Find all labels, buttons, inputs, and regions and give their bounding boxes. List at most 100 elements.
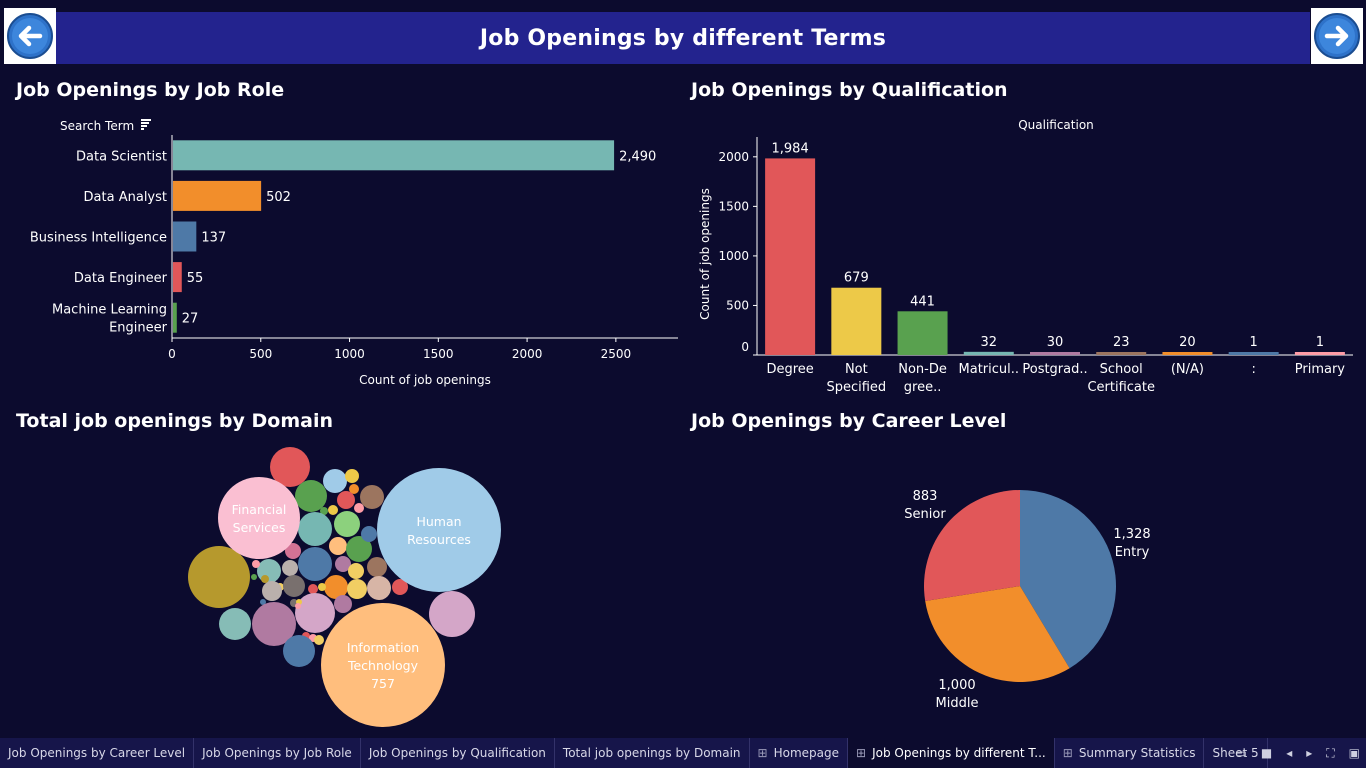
domain-bubble[interactable] <box>188 546 250 608</box>
domain-bubble[interactable] <box>334 511 360 537</box>
domain-bubble[interactable] <box>260 599 266 605</box>
domain-bubble-label: Resources <box>407 532 471 547</box>
domain-bubble[interactable] <box>429 591 475 637</box>
domain-bubble[interactable] <box>318 583 326 591</box>
qualification-bar[interactable] <box>897 311 948 355</box>
domain-bubble[interactable] <box>261 575 269 583</box>
domain-bubble[interactable] <box>308 584 318 594</box>
domain-bubble[interactable] <box>251 574 257 580</box>
domain-bubble[interactable] <box>334 595 352 613</box>
domain-bubble[interactable] <box>321 603 445 727</box>
domain-bubble[interactable] <box>257 559 281 583</box>
domain-bubble[interactable] <box>218 477 300 559</box>
job-role-bar[interactable] <box>173 262 182 293</box>
domain-bubble[interactable] <box>323 469 347 493</box>
job-role-bar[interactable] <box>173 180 262 211</box>
forward-button[interactable] <box>1311 8 1363 64</box>
domain-bubble[interactable] <box>282 560 298 576</box>
qualification-bar[interactable] <box>1294 352 1345 355</box>
domain-bubble[interactable] <box>295 593 335 633</box>
domain-bubble[interactable] <box>347 579 367 599</box>
qualification-bar[interactable] <box>1030 352 1080 355</box>
tab-view-icon[interactable]: ■ <box>1260 746 1273 760</box>
career-pie-slice[interactable] <box>1020 490 1116 669</box>
domain-bubble[interactable] <box>392 579 408 595</box>
domain-bubble[interactable] <box>283 635 315 667</box>
sheet-tab[interactable]: Job Openings by Qualification <box>361 738 555 768</box>
job-role-bar[interactable] <box>173 140 615 171</box>
qualification-title: Job Openings by Qualification <box>691 79 1008 101</box>
domain-bubble[interactable] <box>320 507 328 515</box>
domain-bubble[interactable] <box>252 602 296 646</box>
filmstrip-view-icon[interactable]: ▭ <box>1235 746 1247 760</box>
sheet-tab[interactable]: Job Openings by Job Role <box>194 738 361 768</box>
domain-bubble[interactable] <box>348 563 364 579</box>
domain-bubble[interactable] <box>295 480 327 512</box>
back-button[interactable] <box>4 8 56 64</box>
job-role-title: Job Openings by Job Role <box>16 79 285 101</box>
domain-bubble[interactable] <box>219 608 251 640</box>
domain-bubble[interactable] <box>298 512 332 546</box>
job-role-bar[interactable] <box>173 221 197 252</box>
domain-bubble[interactable] <box>354 503 364 513</box>
domain-bubble-label: 757 <box>371 676 395 691</box>
domain-bubble[interactable] <box>345 469 359 483</box>
sheet-tab[interactable]: ⊞ Homepage <box>750 738 849 768</box>
domain-bubble[interactable] <box>324 575 348 599</box>
qualification-bar[interactable] <box>1228 352 1279 355</box>
qualification-y-tick-label: 500 <box>726 298 749 312</box>
qualification-category-label: Specified <box>826 380 886 395</box>
domain-bubble[interactable] <box>377 468 501 592</box>
qualification-category-label: Certificate <box>1087 380 1155 395</box>
domain-bubble-chart: Human Resources Information Technology 757 Fi… <box>188 447 501 727</box>
sheet-tab[interactable]: ⊞ Job Openings by different T... <box>848 738 1055 768</box>
sheet-tab-label: Job Openings by Career Level <box>8 746 186 760</box>
sheet-tab[interactable]: Job Openings by Career Level <box>0 738 195 768</box>
domain-bubble[interactable] <box>360 485 384 509</box>
domain-bubble[interactable] <box>270 447 310 487</box>
domain-bubble[interactable] <box>367 557 387 577</box>
qualification-bar[interactable] <box>963 351 1014 355</box>
domain-bubble[interactable] <box>298 547 332 581</box>
qualification-bar[interactable] <box>765 158 816 355</box>
qualification-bar[interactable] <box>1096 352 1147 355</box>
domain-bubble[interactable] <box>361 526 377 542</box>
qualification-category-label: Postgrad.. <box>1022 362 1087 377</box>
qualification-category-label: Not <box>845 362 868 377</box>
domain-bubble[interactable] <box>262 581 282 601</box>
career-slice-value-label: 1,328 <box>1113 527 1150 542</box>
present-icon[interactable]: ▣ <box>1348 746 1360 760</box>
job-role-bar[interactable] <box>173 302 177 333</box>
domain-bubble[interactable] <box>349 484 359 494</box>
domain-bubble[interactable] <box>346 536 372 562</box>
qualification-bar[interactable] <box>831 287 882 355</box>
qualification-category-label: : <box>1251 362 1255 377</box>
sheet-tab[interactable]: Total job openings by Domain <box>555 738 750 768</box>
sheet-tab[interactable]: Sheet 5 <box>1204 738 1268 768</box>
next-sheet-icon[interactable]: ▸ <box>1306 746 1313 760</box>
qualification-category-label: Non-De <box>898 362 947 377</box>
domain-bubble[interactable] <box>367 576 391 600</box>
career-pie-slice[interactable] <box>924 490 1020 602</box>
career-slice-name-label: Entry <box>1115 545 1150 560</box>
domain-bubble[interactable] <box>328 505 338 515</box>
fullscreen-icon[interactable]: ⛶ <box>1326 745 1335 760</box>
qualification-bar[interactable] <box>1162 352 1213 355</box>
career-pie-slice[interactable] <box>925 586 1070 682</box>
sort-icon[interactable] <box>141 119 151 130</box>
domain-bubble[interactable] <box>283 575 305 597</box>
domain-bubble[interactable] <box>329 537 347 555</box>
job-role-category-label: Data Engineer <box>74 271 168 286</box>
domain-bubble[interactable] <box>337 491 355 509</box>
sheet-tab[interactable]: ⊞ Summary Statistics <box>1055 738 1205 768</box>
domain-bubble[interactable] <box>252 560 260 568</box>
domain-bubble[interactable] <box>335 556 351 572</box>
prev-sheet-icon[interactable]: ◂ <box>1286 746 1293 760</box>
arrow-left-icon <box>7 13 53 59</box>
search-term-header: Search Term <box>60 119 134 133</box>
qualification-value-label: 30 <box>1047 335 1064 350</box>
job-role-category-label: Engineer <box>109 321 168 336</box>
domain-bubble[interactable] <box>295 603 301 609</box>
domain-bubble[interactable] <box>285 543 301 559</box>
domain-bubble[interactable] <box>314 635 324 645</box>
